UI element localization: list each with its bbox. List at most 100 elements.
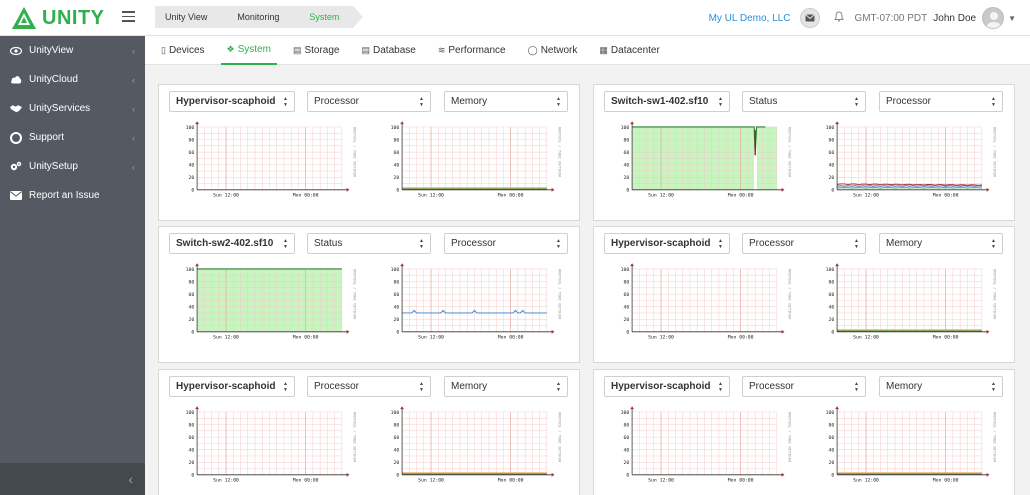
sidebar-collapse-button[interactable]: ‹	[0, 463, 145, 495]
metric-select-secondary[interactable]: Memory ▲ ▼	[879, 376, 1003, 397]
metric-chart-secondary[interactable]: 100 80 60 40 20 0 Sun 12:00 Mon 00:00 RRDTOOL / …	[799, 400, 999, 495]
metric-select-secondary[interactable]: Memory ▲ ▼	[879, 233, 1003, 254]
select-arrows-icon: ▲ ▼	[854, 381, 859, 393]
metric-chart-primary[interactable]: 100 80 60 40 20 0 Sun 12:00 Mon 00:00 RRDTOOL / …	[594, 115, 794, 217]
menu-toggle-icon[interactable]	[122, 11, 135, 22]
metric-select-secondary[interactable]: Processor ▲ ▼	[879, 91, 1003, 112]
handshake-icon	[10, 103, 22, 115]
y-tick-label: 20	[189, 175, 195, 181]
rrdtool-credit-label: RRDTOOL / TOBI OETIKER	[787, 127, 792, 178]
select-arrows-icon: ▲ ▼	[718, 238, 723, 250]
tab-database[interactable]: ▤ Database	[356, 36, 422, 65]
sidebar-item-support[interactable]: Support ‹	[0, 123, 145, 152]
sidebar-item-unitycloud[interactable]: UnityCloud ‹	[0, 65, 145, 94]
tab-devices[interactable]: ▯ Devices	[155, 36, 211, 65]
sidebar-item-label: Report an Issue	[29, 190, 100, 201]
tab-performance[interactable]: ≋ Performance	[432, 36, 512, 65]
monitor-panel: Switch-sw1-402.sf10 ▲ ▼ Status ▲ ▼ Processor ▲ ▼…	[593, 84, 1015, 221]
metric-chart-primary[interactable]: 100 80 60 40 20 0 Sun 12:00 Mon 00:00 RRDTOOL / …	[594, 257, 794, 359]
metric-select-value: Status	[314, 238, 343, 249]
tab-network[interactable]: ◯ Network	[522, 36, 584, 65]
y-tick-label: 60	[624, 292, 630, 298]
tab-datacenter[interactable]: ▦ Datacenter	[593, 36, 665, 65]
metric-select-primary[interactable]: Status ▲ ▼	[307, 233, 431, 254]
metric-chart-secondary[interactable]: 100 80 60 40 20 0 Sun 12:00 Mon 00:00 RRDTOOL / …	[364, 400, 564, 495]
metric-select-value: Memory	[886, 381, 923, 392]
metric-chart-secondary[interactable]: 100 80 60 40 20 0 Sun 12:00 Mon 00:00 RRDTOOL / …	[364, 115, 564, 217]
x-tick-label: Sun 12:00	[853, 477, 879, 483]
metric-chart-secondary[interactable]: 100 80 60 40 20 0 Sun 12:00 Mon 00:00 RRDTOOL / …	[799, 115, 999, 217]
monitor-panel: Hypervisor-scaphoid ▲ ▼ Processor ▲ ▼ Memory ▲ ▼…	[158, 369, 580, 495]
y-tick-label: 80	[189, 422, 195, 428]
metric-chart-primary[interactable]: 100 80 60 40 20 0 Sun 12:00 Mon 00:00 RRDTOOL / …	[159, 115, 359, 217]
metric-chart-primary[interactable]: 100 80 60 40 20 0 Sun 12:00 Mon 00:00 RRDTOOL / …	[159, 257, 359, 359]
sidebar-item-unityview[interactable]: UnityView ‹	[0, 36, 145, 65]
metric-chart-primary[interactable]: 100 80 60 40 20 0 Sun 12:00 Mon 00:00 RRDTOOL / …	[159, 400, 359, 495]
breadcrumb-item-system[interactable]: System	[293, 6, 364, 28]
y-tick-label: 0	[831, 330, 834, 336]
device-select[interactable]: Hypervisor-scaphoid ▲ ▼	[604, 376, 730, 397]
metric-select-primary[interactable]: Processor ▲ ▼	[307, 376, 431, 397]
rrdtool-credit-label: RRDTOOL / TOBI OETIKER	[992, 269, 997, 320]
device-select[interactable]: Hypervisor-scaphoid ▲ ▼	[604, 233, 730, 254]
x-tick-label: Mon 00:00	[728, 477, 754, 483]
sidebar-item-report-issue[interactable]: Report an Issue	[0, 181, 145, 210]
y-tick-label: 60	[829, 292, 835, 298]
y-tick-label: 20	[829, 175, 835, 181]
envelope-icon	[10, 190, 22, 202]
metric-chart-secondary[interactable]: 100 80 60 40 20 0 Sun 12:00 Mon 00:00 RRDTOOL / …	[799, 257, 999, 359]
metric-select-value: Processor	[886, 96, 932, 107]
device-select[interactable]: Switch-sw1-402.sf10 ▲ ▼	[604, 91, 730, 112]
mobile-icon: ▯	[161, 45, 166, 55]
x-tick-label: Sun 12:00	[418, 192, 444, 198]
metric-select-primary[interactable]: Status ▲ ▼	[742, 91, 866, 112]
metric-select-value: Processor	[314, 96, 360, 107]
organization-link[interactable]: My UL Demo, LLC	[708, 12, 791, 24]
chevron-left-icon: ‹	[132, 132, 135, 143]
y-tick-label: 40	[394, 448, 400, 454]
sidebar-item-label: UnityView	[29, 45, 74, 56]
sidebar-item-unityservices[interactable]: UnityServices ‹	[0, 94, 145, 123]
metric-chart-secondary[interactable]: 100 80 60 40 20 0 Sun 12:00 Mon 00:00 RRDTOOL / …	[364, 257, 564, 359]
metric-select-secondary[interactable]: Processor ▲ ▼	[444, 233, 568, 254]
breadcrumb-item-unity-view[interactable]: Unity View	[155, 6, 232, 28]
rrdtool-credit-label: RRDTOOL / TOBI OETIKER	[352, 269, 357, 320]
metric-select-primary[interactable]: Processor ▲ ▼	[307, 91, 431, 112]
unity-logo[interactable]: UNITY	[12, 6, 105, 30]
tab-system[interactable]: ❖ System	[220, 36, 277, 65]
metric-select-value: Processor	[749, 381, 795, 392]
select-arrows-icon: ▲ ▼	[283, 381, 288, 393]
user-avatar[interactable]	[982, 7, 1005, 29]
device-select-value: Hypervisor-scaphoid	[176, 381, 276, 392]
rrdtool-credit-label: RRDTOOL / TOBI OETIKER	[352, 412, 357, 463]
select-arrows-icon: ▲ ▼	[419, 96, 424, 108]
bell-icon[interactable]	[834, 11, 845, 25]
tab-label: Network	[540, 45, 578, 56]
device-select[interactable]: Hypervisor-scaphoid ▲ ▼	[169, 91, 295, 112]
mail-icon[interactable]	[800, 8, 821, 28]
device-select[interactable]: Hypervisor-scaphoid ▲ ▼	[169, 376, 295, 397]
metric-select-primary[interactable]: Processor ▲ ▼	[742, 376, 866, 397]
x-tick-label: Sun 12:00	[648, 477, 674, 483]
sidebar-item-label: Support	[29, 132, 65, 143]
y-tick-label: 20	[394, 460, 400, 466]
rrdtool-credit-label: RRDTOOL / TOBI OETIKER	[557, 412, 562, 463]
metric-chart-primary[interactable]: 100 80 60 40 20 0 Sun 12:00 Mon 00:00 RRDTOOL / …	[594, 400, 794, 495]
breadcrumb-item-monitoring[interactable]: Monitoring	[221, 6, 304, 28]
device-select[interactable]: Switch-sw2-402.sf10 ▲ ▼	[169, 233, 295, 254]
caret-down-icon[interactable]: ▼	[1008, 13, 1016, 23]
x-tick-label: Sun 12:00	[213, 192, 239, 198]
y-tick-label: 80	[624, 137, 630, 143]
y-tick-label: 0	[831, 473, 834, 479]
y-tick-label: 100	[391, 410, 400, 416]
sidebar-item-unitysetup[interactable]: UnitySetup ‹	[0, 152, 145, 181]
user-name[interactable]: John Doe	[933, 12, 977, 24]
y-tick-label: 100	[826, 410, 835, 416]
metric-select-secondary[interactable]: Memory ▲ ▼	[444, 376, 568, 397]
metric-select-secondary[interactable]: Memory ▲ ▼	[444, 91, 568, 112]
y-tick-label: 100	[186, 125, 195, 131]
tab-storage[interactable]: ▤ Storage	[287, 36, 346, 65]
metric-select-primary[interactable]: Processor ▲ ▼	[742, 233, 866, 254]
device-select-value: Hypervisor-scaphoid	[176, 96, 276, 107]
y-tick-label: 0	[396, 330, 399, 336]
